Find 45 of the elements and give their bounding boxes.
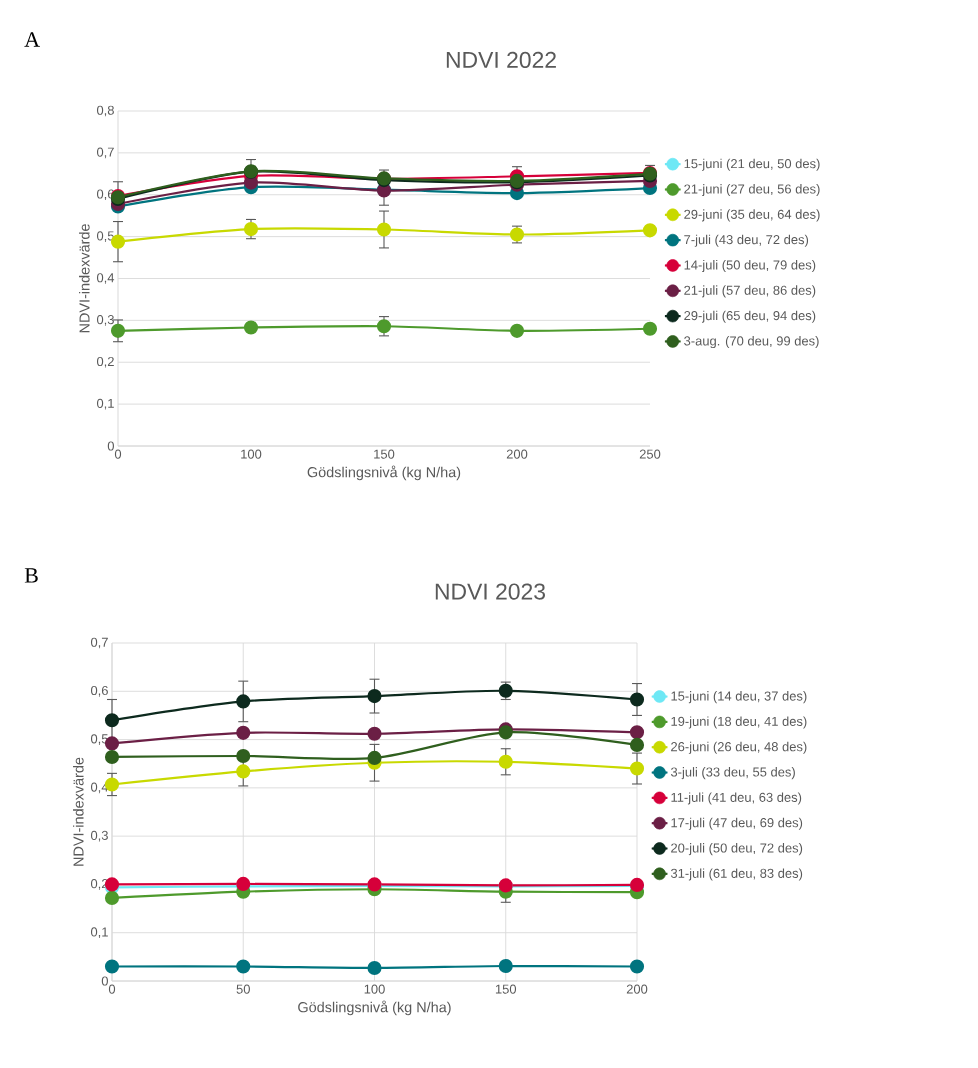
text: A <box>24 32 40 47</box>
legend-label: 29-juni (35 deu, 64 des) <box>684 209 820 222</box>
x-tick-label: 50 <box>236 984 250 994</box>
chart-title: NDVI 2022 <box>446 51 556 68</box>
y-tick-label: 0,7 <box>96 147 114 159</box>
legend-label: 17-juli (47 deu, 69 des) <box>671 817 803 830</box>
x-tick-label: 100 <box>364 984 385 994</box>
x-tick-label: 250 <box>639 449 661 459</box>
legend-label: 19-juni (18 deu, 41 des) <box>671 716 807 729</box>
chart-title: NDVI 2023 <box>435 583 545 600</box>
y-tick-label: 0,1 <box>96 398 114 410</box>
y-axis-title: NDVI-indexvärde <box>79 224 90 333</box>
x-tick-label: 150 <box>495 984 517 994</box>
legend-label: 15-juni (21 deu, 50 des) <box>684 158 820 171</box>
x-tick-label: 200 <box>506 449 528 459</box>
x-tick-label: 200 <box>626 984 648 994</box>
text: B <box>24 568 38 583</box>
legend-label: 3-aug. (70 deu, 99 des) <box>684 336 819 349</box>
x-axis-title: Gödslingsnivå (kg N/ha) <box>298 1000 451 1016</box>
y-tick-label: 0,6 <box>90 685 108 697</box>
y-tick-label: 0 <box>107 441 114 451</box>
legend-label: 29-juli (65 deu, 94 des) <box>684 310 816 323</box>
legend-label: 21-juli (57 deu, 86 des) <box>684 285 816 298</box>
y-tick-label: 0,8 <box>96 105 114 117</box>
legend-label: 21-juni (27 deu, 56 des) <box>684 184 820 197</box>
legend-label: 31-juli (61 deu, 83 des) <box>670 868 803 881</box>
legend-label: 3-juli (33 deu, 55 des) <box>670 767 795 780</box>
legend-label: 7-juli (43 deu, 72 des) <box>684 234 809 247</box>
legend-label: 15-juni (14 deu, 37 des) <box>671 691 807 704</box>
legend-label: 14-juli (50 deu, 79 des) <box>684 260 816 273</box>
legend-label: 20-juli (50 deu, 72 des) <box>671 843 803 856</box>
legend-label: 11-juli (41 deu, 63 des) <box>671 792 802 805</box>
x-tick-label: 150 <box>374 449 395 459</box>
y-tick-label: 0,7 <box>90 637 108 649</box>
y-tick-label: 0,2 <box>96 356 114 368</box>
y-axis-title: NDVI-indexvärde <box>73 757 84 866</box>
y-tick-label: 0,3 <box>96 315 114 326</box>
x-tick-label: 0 <box>114 449 122 459</box>
y-tick-label: 0,3 <box>90 830 108 842</box>
legend-label: 26-juni (26 deu, 48 des) <box>671 741 807 754</box>
y-tick-label: 0 <box>101 976 108 986</box>
y-tick-label: 0,4 <box>96 273 115 284</box>
x-axis-title: Gödslingsnivå (kg N/ha) <box>307 465 461 481</box>
y-tick-label: 0,1 <box>90 927 108 939</box>
x-tick-label: 100 <box>241 449 262 459</box>
